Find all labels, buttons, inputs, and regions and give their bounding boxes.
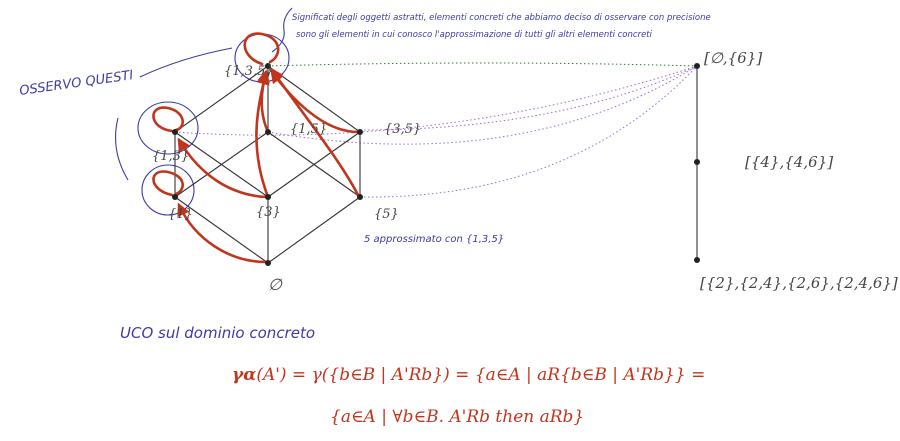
node-13	[172, 129, 178, 135]
chain-label-top: [∅,{6}]	[704, 49, 762, 67]
edge-35-3	[267, 131, 361, 198]
edge-5-bottom	[267, 196, 361, 264]
arrow-bottom-to-1	[177, 202, 268, 264]
annotation-approx5: 5 approssimato con {1,3,5}	[364, 234, 504, 245]
label-13: {1,3}	[152, 149, 189, 164]
observe-circle-1	[141, 164, 195, 216]
label-top: {1,3,5}	[224, 64, 274, 79]
map-n5-to-rtop	[359, 65, 698, 198]
observe-circle-13	[137, 101, 199, 155]
annotation-meaning-line2: sono gli elementi in cui conosco l'appro…	[296, 30, 653, 40]
chain-label-bot: [{2},{2,4},{2,6},{2,4,6}]	[700, 274, 898, 292]
annotation-osservo: OSSERVO QUESTI	[18, 68, 134, 99]
label-35: {3,5}	[384, 122, 421, 137]
node-35	[357, 129, 363, 135]
arrow-selfloop-top	[243, 32, 280, 66]
lattice-nodes	[172, 63, 363, 266]
map-top-to-rtop	[267, 62, 698, 67]
annotation-pointer-stroke	[271, 7, 293, 53]
node-1	[172, 194, 178, 200]
formula-line1-rest: (A') = γ({b∈B | A'Rb}) = {a∈A | aR{b∈B |…	[256, 365, 705, 385]
chain-node-mid	[694, 159, 700, 165]
chain-node-top	[694, 63, 700, 69]
label-1: {1}	[168, 207, 193, 222]
arrow-3-to-13	[177, 137, 268, 199]
annotation-bracket-stroke	[115, 117, 129, 181]
formula-lhs: γα	[232, 365, 256, 385]
node-3	[265, 194, 271, 200]
closure-arrows	[152, 32, 360, 264]
edge-1-bottom	[174, 196, 269, 264]
node-bottom	[265, 260, 271, 266]
formula-line2: {a∈A | ∀b∈B. A'Rb then aRb}	[330, 407, 584, 427]
arrow-3-to-top	[255, 71, 270, 199]
chain-node-bot	[694, 257, 700, 263]
map-n15-to-rtop	[267, 65, 698, 145]
arrow-selfloop-13	[152, 106, 184, 133]
edge-top-13	[174, 65, 269, 133]
arrow-5-to-top	[270, 67, 360, 197]
label-5: {5}	[374, 207, 399, 222]
edge-15-1	[174, 131, 269, 198]
map-n35-to-rtop	[359, 65, 698, 131]
label-3: {3}	[256, 205, 281, 220]
formula-line1: γα(A') = γ({b∈B | A'Rb}) = {a∈A | aR{b∈B…	[232, 365, 705, 385]
label-15: {1,5}	[290, 122, 327, 137]
annotation-osservo-arrow	[139, 47, 233, 78]
node-15	[265, 129, 271, 135]
annotation-uco: UCO sul dominio concreto	[120, 324, 315, 342]
annotation-meaning-line1: Significati degli oggetti astratti, elem…	[292, 13, 711, 23]
arrow-selfloop-1	[152, 170, 184, 197]
node-5	[357, 194, 363, 200]
node-top	[265, 63, 271, 69]
label-bottom: ∅	[268, 275, 283, 294]
lattice-edges	[174, 65, 361, 264]
chain-label-mid: [{4},{4,6}]	[745, 153, 833, 171]
